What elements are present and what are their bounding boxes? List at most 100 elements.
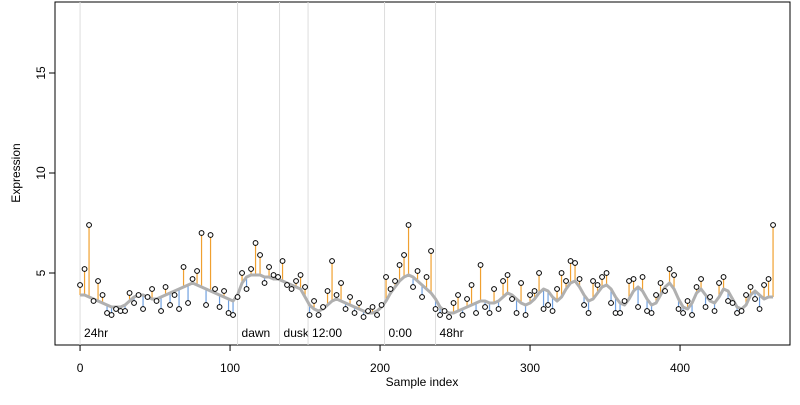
data-point: [198, 230, 205, 236]
marker-label: dusk: [284, 326, 310, 340]
data-point: [747, 284, 754, 290]
y-tick-label: 5: [34, 269, 48, 276]
data-point: [257, 252, 263, 258]
data-point: [558, 270, 565, 276]
data-point: [639, 274, 646, 280]
data-point: [108, 312, 115, 318]
data-point: [234, 294, 241, 300]
data-point: [603, 270, 610, 276]
data-point: [144, 294, 151, 300]
data-point: [90, 298, 97, 304]
data-point: [527, 292, 533, 298]
data-point: [324, 288, 331, 294]
data-point: [81, 266, 88, 272]
data-point: [720, 274, 727, 280]
data-point: [653, 292, 659, 298]
data-point: [189, 276, 196, 282]
data-point: [410, 284, 416, 290]
x-tick-label: 0: [77, 361, 84, 375]
data-point: [441, 308, 448, 314]
data-point: [221, 288, 227, 294]
data-point: [657, 280, 664, 286]
data-point: [351, 310, 358, 316]
data-point: [509, 296, 515, 302]
marker-label: 48hr: [440, 326, 464, 340]
data-point: [770, 222, 776, 228]
data-point: [702, 304, 709, 310]
data-point: [419, 294, 425, 300]
data-point: [126, 290, 133, 296]
data-point: [518, 280, 524, 286]
data-point: [203, 302, 209, 308]
data-point: [176, 306, 182, 312]
data-point: [261, 280, 268, 286]
data-point: [689, 312, 695, 318]
data-point: [761, 282, 767, 288]
data-point: [725, 298, 731, 304]
data-point: [585, 310, 592, 316]
data-point: [212, 286, 218, 292]
data-point: [693, 284, 700, 290]
data-point: [437, 312, 443, 318]
data-point: [617, 310, 623, 316]
data-point: [131, 300, 137, 306]
data-point: [635, 304, 641, 310]
data-point: [86, 222, 92, 228]
data-point: [765, 276, 772, 282]
x-tick-label: 300: [520, 361, 540, 375]
data-point: [743, 292, 749, 298]
data-point: [342, 306, 349, 312]
x-axis-label: Sample index: [386, 375, 459, 389]
data-point: [468, 282, 475, 288]
data-point: [648, 310, 655, 316]
data-point: [536, 270, 542, 276]
data-point: [738, 308, 745, 314]
data-point: [450, 300, 457, 306]
data-point: [230, 312, 236, 318]
data-point: [459, 312, 466, 318]
data-point: [284, 282, 290, 288]
data-point: [752, 296, 758, 302]
data-point: [266, 264, 272, 270]
data-point: [428, 248, 434, 254]
data-point: [599, 274, 605, 280]
data-point: [369, 304, 376, 310]
data-point: [383, 274, 389, 280]
data-point: [243, 286, 250, 292]
data-point: [707, 294, 713, 300]
data-point: [698, 276, 704, 282]
data-point: [194, 268, 200, 274]
data-point: [504, 272, 511, 278]
data-point: [297, 272, 304, 278]
data-point: [365, 308, 371, 314]
data-point: [167, 302, 173, 308]
data-point: [630, 276, 637, 282]
data-point: [549, 308, 556, 314]
marker-label: dawn: [242, 326, 271, 340]
y-tick-label: 15: [34, 66, 48, 80]
data-point: [495, 306, 502, 312]
data-point: [423, 274, 430, 280]
data-point: [662, 288, 668, 294]
data-point: [171, 292, 178, 298]
fitted-line: [80, 273, 774, 315]
data-point: [306, 312, 313, 318]
data-point: [387, 286, 394, 292]
data-point: [572, 260, 578, 266]
data-point: [378, 302, 385, 308]
data-point: [396, 262, 403, 268]
data-point: [216, 304, 223, 310]
data-point: [729, 300, 736, 306]
data-point: [248, 266, 254, 272]
data-point: [482, 304, 488, 310]
data-point: [401, 252, 407, 258]
data-point: [621, 298, 628, 304]
data-point: [288, 286, 295, 292]
data-point: [360, 314, 367, 320]
data-point: [608, 300, 614, 306]
data-point: [432, 306, 439, 312]
data-point: [581, 302, 587, 308]
data-point: [594, 282, 601, 288]
data-point: [567, 258, 574, 264]
data-point: [392, 278, 398, 284]
